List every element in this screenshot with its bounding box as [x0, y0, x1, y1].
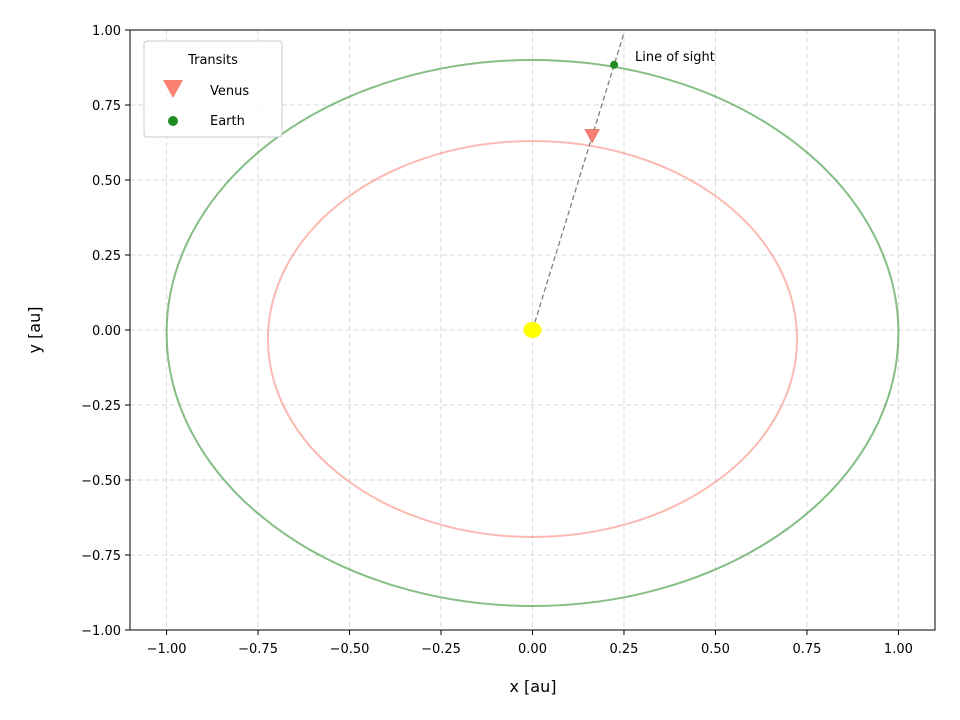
x-tick-label: 0.25	[610, 642, 639, 657]
axis-ticks: −1.00 −0.75 −0.50 −0.25 0.00 0.25 0.50 0.75 1.00…	[81, 24, 913, 657]
earth-transit-marker	[610, 60, 619, 69]
line-of-sight-dashed	[531, 32, 625, 331]
x-tick-label: −0.50	[330, 642, 370, 657]
legend-earth-circle-icon	[168, 116, 178, 126]
y-axis-label: y [au]	[25, 307, 44, 354]
venus-transit-marker	[584, 129, 600, 144]
y-tick-label: −0.50	[81, 474, 121, 489]
y-tick-label: 1.00	[92, 24, 121, 39]
y-tick-label: 0.25	[92, 249, 121, 264]
y-tick-label: −0.25	[81, 399, 121, 414]
legend-box	[143, 40, 283, 138]
legend: Transits Venus Earth	[143, 40, 283, 138]
y-tick-label: −0.75	[81, 549, 121, 564]
x-tick-label: 0.75	[792, 642, 821, 657]
legend-venus-triangle-icon	[163, 80, 183, 98]
y-tick-label: 0.50	[92, 174, 121, 189]
earth-orbit	[165, 59, 900, 607]
annotation-line-of-sight: Line of sight	[635, 50, 715, 65]
x-tick-label: 0.00	[518, 642, 547, 657]
sun-marker	[523, 322, 542, 338]
x-tick-label: −0.25	[421, 642, 461, 657]
legend-label-earth: Earth	[210, 114, 245, 129]
line-of-sight	[531, 32, 625, 331]
x-tick-label: −0.75	[238, 642, 278, 657]
orbits	[165, 59, 900, 607]
venus-orbit	[266, 140, 799, 538]
x-tick-label: −1.00	[147, 642, 187, 657]
x-tick-label: 1.00	[884, 642, 913, 657]
y-tick-label: −1.00	[81, 624, 121, 639]
legend-title: Transits	[187, 53, 238, 68]
y-tick-label: 0.00	[92, 324, 121, 339]
transit-points	[523, 60, 619, 338]
legend-label-venus: Venus	[210, 84, 249, 99]
y-tick-label: 0.75	[92, 99, 121, 114]
x-tick-label: 0.50	[701, 642, 730, 657]
x-axis-label: x [au]	[510, 677, 557, 696]
